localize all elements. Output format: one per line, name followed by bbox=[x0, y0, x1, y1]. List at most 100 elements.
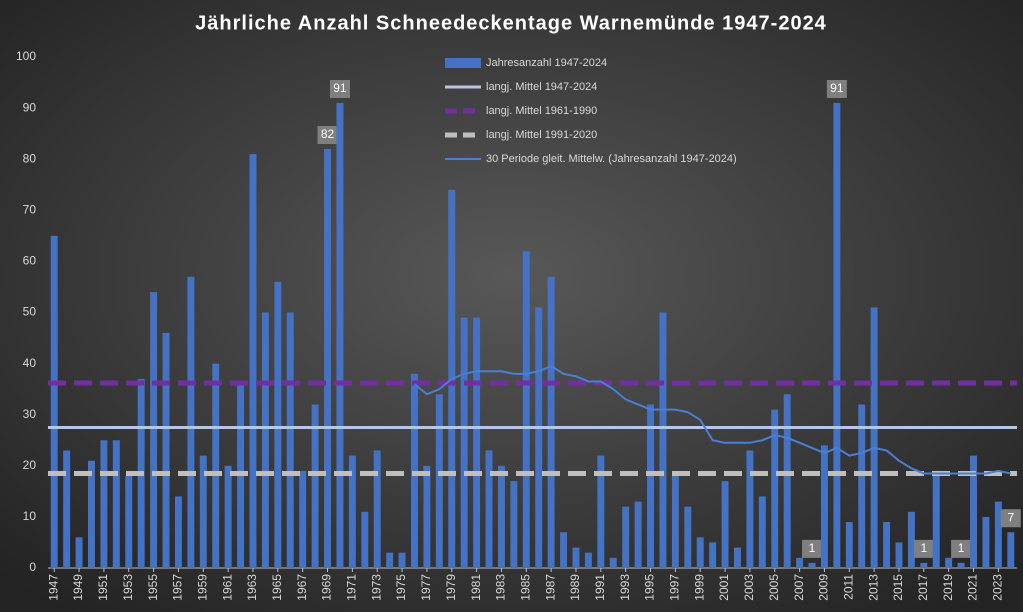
legend-label: 30 Periode gleit. Mittelw. (Jahresanzahl… bbox=[486, 153, 737, 165]
bar bbox=[187, 276, 195, 568]
bar bbox=[994, 501, 1002, 568]
x-tick-label: 1983 bbox=[494, 574, 508, 601]
x-tick-label: 1999 bbox=[692, 574, 706, 601]
x-tick-label: 1967 bbox=[295, 574, 309, 601]
x-tick-label: 1969 bbox=[320, 574, 334, 601]
bar bbox=[547, 276, 555, 568]
bar bbox=[609, 557, 617, 568]
x-tick-label: 1991 bbox=[593, 574, 607, 601]
bar bbox=[659, 312, 667, 568]
bar bbox=[249, 154, 257, 568]
x-tick-label: 1975 bbox=[394, 574, 408, 601]
bar bbox=[174, 496, 182, 568]
x-tick-label: 1973 bbox=[369, 574, 383, 601]
bar bbox=[100, 440, 108, 568]
bar bbox=[63, 450, 71, 568]
bar bbox=[88, 460, 95, 568]
x-tick-label: 1979 bbox=[444, 574, 458, 601]
bar bbox=[945, 557, 953, 568]
bar bbox=[833, 102, 841, 569]
y-tick-label: 80 bbox=[23, 151, 37, 165]
x-tick-label: 2011 bbox=[841, 574, 855, 600]
bar bbox=[112, 440, 120, 568]
bar bbox=[261, 312, 269, 568]
x-tick-label: 1985 bbox=[518, 574, 532, 601]
bar bbox=[634, 501, 642, 568]
bar bbox=[957, 562, 965, 568]
x-tick-label: 1989 bbox=[568, 574, 582, 601]
value-label: 82 bbox=[321, 127, 335, 141]
x-tick-label: 1997 bbox=[668, 574, 682, 601]
bar bbox=[398, 552, 406, 568]
value-label-box bbox=[329, 79, 350, 98]
bar bbox=[709, 542, 717, 568]
value-label-box bbox=[1000, 509, 1021, 528]
bar bbox=[522, 251, 530, 568]
bar bbox=[299, 470, 307, 568]
bar bbox=[982, 516, 990, 568]
bar bbox=[199, 455, 207, 568]
bar bbox=[734, 547, 741, 568]
y-tick-label: 0 bbox=[29, 560, 36, 574]
bar bbox=[622, 506, 630, 568]
y-tick-label: 90 bbox=[23, 100, 37, 114]
bar bbox=[1007, 532, 1015, 568]
bar bbox=[125, 476, 133, 568]
x-tick-label: 1971 bbox=[345, 574, 359, 601]
x-tick-label: 2023 bbox=[991, 574, 1005, 601]
x-tick-label: 1951 bbox=[96, 574, 110, 601]
bar bbox=[274, 281, 282, 568]
x-tick-label: 2003 bbox=[742, 574, 756, 601]
legend-label: langj. Mittel 1991-2020 bbox=[486, 129, 597, 141]
x-tick-label: 1957 bbox=[171, 574, 185, 601]
bar bbox=[845, 522, 853, 568]
bar bbox=[150, 292, 158, 568]
moving-average-line bbox=[413, 365, 1011, 475]
bar bbox=[324, 148, 331, 569]
bar bbox=[820, 445, 828, 568]
legend-swatch bbox=[445, 58, 481, 68]
bar bbox=[883, 522, 891, 568]
value-label: 7 bbox=[1007, 510, 1014, 524]
bar bbox=[237, 384, 245, 568]
y-tick-label: 20 bbox=[23, 458, 37, 472]
value-label: 1 bbox=[958, 541, 965, 555]
bar bbox=[75, 537, 83, 568]
bar bbox=[311, 404, 319, 568]
bar bbox=[758, 496, 766, 568]
bar bbox=[721, 481, 729, 568]
x-tick-label: 1961 bbox=[220, 574, 234, 601]
bar bbox=[373, 450, 381, 568]
value-label: 1 bbox=[809, 541, 816, 555]
value-label: 1 bbox=[920, 541, 927, 555]
x-tick-label: 2017 bbox=[916, 574, 930, 601]
x-tick-label: 2005 bbox=[767, 574, 781, 601]
bar bbox=[746, 450, 754, 568]
value-label-box bbox=[317, 125, 338, 144]
x-tick-label: 1993 bbox=[618, 574, 632, 601]
value-label: 91 bbox=[333, 81, 347, 95]
y-tick-label: 100 bbox=[16, 49, 36, 63]
bar bbox=[535, 307, 543, 568]
y-tick-label: 40 bbox=[23, 356, 37, 370]
bar bbox=[858, 404, 866, 568]
bar bbox=[497, 465, 505, 568]
value-label-box bbox=[802, 539, 823, 558]
x-tick-label: 1959 bbox=[195, 574, 209, 601]
bar bbox=[212, 363, 220, 568]
bar bbox=[423, 465, 431, 568]
bar bbox=[286, 312, 294, 568]
y-tick-label: 70 bbox=[23, 202, 37, 216]
bar bbox=[473, 317, 481, 568]
x-tick-label: 1963 bbox=[245, 574, 259, 601]
bar bbox=[808, 562, 816, 568]
bar bbox=[224, 465, 232, 568]
x-tick-label: 2013 bbox=[866, 574, 880, 601]
x-tick-label: 2007 bbox=[792, 574, 806, 601]
bar bbox=[361, 511, 369, 568]
x-tick-label: 1977 bbox=[419, 574, 433, 601]
value-label-box bbox=[826, 79, 847, 98]
bar bbox=[50, 235, 58, 568]
bar bbox=[870, 307, 878, 568]
